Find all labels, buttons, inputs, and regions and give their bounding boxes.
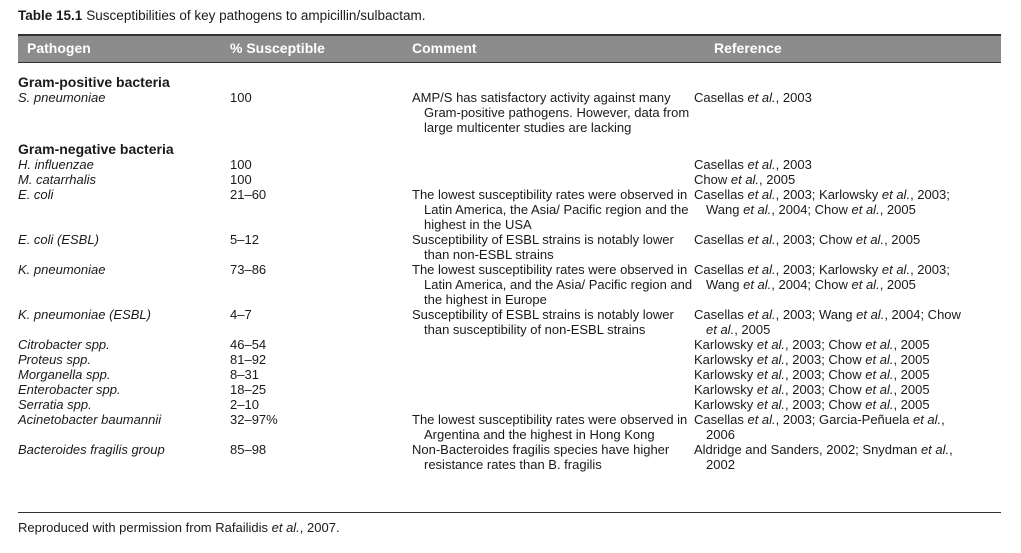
reference-cell: Casellas et al., 2003 xyxy=(694,90,812,105)
pathogen-cell: Bacteroides fragilis group xyxy=(18,442,165,457)
column-header-reference: Reference xyxy=(714,40,782,56)
susceptible-cell: 73–86 xyxy=(230,262,267,277)
comment-cell: Susceptibility of ESBL strains is notabl… xyxy=(412,307,674,337)
reference-cell: Chow et al., 2005 xyxy=(694,172,796,187)
susceptible-cell: 46–54 xyxy=(230,337,267,352)
comment-cell: Susceptibility of ESBL strains is notabl… xyxy=(412,232,674,262)
pathogen-cell: Enterobacter spp. xyxy=(18,382,121,397)
pathogen-cell: S. pneumoniae xyxy=(18,90,106,105)
comment-cell xyxy=(412,337,694,352)
table-row: Citrobacter spp. 46–54 Karlowsky et al., 2… xyxy=(18,337,1001,352)
table-row: E. coli 21–60 The lowest susceptibility ra… xyxy=(18,187,1001,232)
table-title: Susceptibilities of key pathogens to amp… xyxy=(86,8,426,23)
comment-cell: The lowest susceptibility rates were obs… xyxy=(412,262,693,307)
susceptible-cell: 32–97% xyxy=(230,412,278,427)
reference-cell: Karlowsky et al., 2003; Chow et al., 200… xyxy=(694,397,930,412)
comment-cell xyxy=(412,382,694,397)
column-header-pathogen: Pathogen xyxy=(27,40,91,56)
reference-cell: Aldridge and Sanders, 2002; Snydman et a… xyxy=(694,442,953,472)
table-row: Morganella spp. 8–31 Karlowsky et al., 200… xyxy=(18,367,1001,382)
table-body: Gram-positive bacteria S. pneumoniae 100 AM… xyxy=(18,74,1001,472)
comment-cell: The lowest susceptibility rates were obs… xyxy=(412,187,689,232)
table-row: Acinetobacter baumannii 32–97% The lowest … xyxy=(18,412,1001,442)
susceptible-cell: 85–98 xyxy=(230,442,267,457)
column-header-susceptible: % Susceptible xyxy=(230,40,325,56)
group-heading: Gram-negative bacteria xyxy=(18,141,174,157)
table-footnote: Reproduced with permission from Rafailid… xyxy=(18,520,340,535)
susceptible-cell: 100 xyxy=(230,90,252,105)
comment-cell xyxy=(412,172,694,187)
table-caption: Table 15.1 Susceptibilities of key pathog… xyxy=(18,8,425,23)
comment-cell xyxy=(412,367,694,382)
table-row: Bacteroides fragilis group 85–98 Non-Bacte… xyxy=(18,442,1001,472)
table-header: Pathogen % Susceptible Comment Reference xyxy=(18,34,1001,63)
susceptible-cell: 18–25 xyxy=(230,382,267,397)
reference-cell: Casellas et al., 2003; Garcia-Peñuela et… xyxy=(694,412,945,442)
comment-cell: Non-Bacteroides fragilis species have hi… xyxy=(412,442,670,472)
reference-cell: Casellas et al., 2003; Karlowsky et al.,… xyxy=(694,187,950,217)
comment-cell: AMP/S has satisfactory activity against … xyxy=(412,90,690,135)
table-row: Serratia spp. 2–10 Karlowsky et al., 2003;… xyxy=(18,397,1001,412)
table-row: S. pneumoniae 100 AMP/S has satisfactory a… xyxy=(18,90,1001,135)
susceptible-cell: 100 xyxy=(230,172,252,187)
pathogen-cell: Serratia spp. xyxy=(18,397,92,412)
pathogen-cell: Citrobacter spp. xyxy=(18,337,110,352)
pathogen-cell: Proteus spp. xyxy=(18,352,91,367)
pathogen-cell: Acinetobacter baumannii xyxy=(18,412,162,427)
table-row: E. coli (ESBL) 5–12 Susceptibility of ESBL… xyxy=(18,232,1001,262)
reference-cell: Karlowsky et al., 2003; Chow et al., 200… xyxy=(694,337,930,352)
table-row: M. catarrhalis 100 Chow et al., 2005 xyxy=(18,172,1001,187)
pathogen-cell: M. catarrhalis xyxy=(18,172,97,187)
column-header-comment: Comment xyxy=(412,40,477,56)
comment-cell xyxy=(412,352,694,367)
pathogen-cell: H. influenzae xyxy=(18,157,94,172)
table-row: Proteus spp. 81–92 Karlowsky et al., 2003;… xyxy=(18,352,1001,367)
table-row: K. pneumoniae 73–86 The lowest susceptibil… xyxy=(18,262,1001,307)
susceptible-cell: 81–92 xyxy=(230,352,267,367)
table-row: Enterobacter spp. 18–25 Karlowsky et al., … xyxy=(18,382,1001,397)
comment-cell: The lowest susceptibility rates were obs… xyxy=(412,412,688,442)
reference-cell: Casellas et al., 2003 xyxy=(694,157,812,172)
comment-cell xyxy=(412,397,694,412)
reference-cell: Casellas et al., 2003; Karlowsky et al.,… xyxy=(694,262,950,292)
reference-cell: Karlowsky et al., 2003; Chow et al., 200… xyxy=(694,352,930,367)
pathogen-cell: K. pneumoniae (ESBL) xyxy=(18,307,151,322)
reference-cell: Karlowsky et al., 2003; Chow et al., 200… xyxy=(694,382,930,397)
reference-cell: Casellas et al., 2003; Wang et al., 2004… xyxy=(694,307,961,337)
footer-divider xyxy=(18,512,1001,513)
susceptible-cell: 4–7 xyxy=(230,307,252,322)
susceptible-cell: 8–31 xyxy=(230,367,259,382)
comment-cell xyxy=(412,157,694,172)
susceptible-cell: 5–12 xyxy=(230,232,259,247)
susceptible-cell: 2–10 xyxy=(230,397,259,412)
table-row: H. influenzae 100 Casellas et al., 2003 xyxy=(18,157,1001,172)
pathogen-cell: E. coli (ESBL) xyxy=(18,232,99,247)
pathogen-cell: Morganella spp. xyxy=(18,367,111,382)
pathogen-cell: E. coli xyxy=(18,187,54,202)
pathogen-cell: K. pneumoniae xyxy=(18,262,106,277)
susceptible-cell: 21–60 xyxy=(230,187,267,202)
group-heading: Gram-positive bacteria xyxy=(18,74,170,90)
susceptible-cell: 100 xyxy=(230,157,252,172)
table-row: K. pneumoniae (ESBL) 4–7 Susceptibility of… xyxy=(18,307,1001,337)
table-label: Table 15.1 xyxy=(18,8,83,23)
reference-cell: Karlowsky et al., 2003; Chow et al., 200… xyxy=(694,367,930,382)
reference-cell: Casellas et al., 2003; Chow et al., 2005 xyxy=(694,232,921,247)
